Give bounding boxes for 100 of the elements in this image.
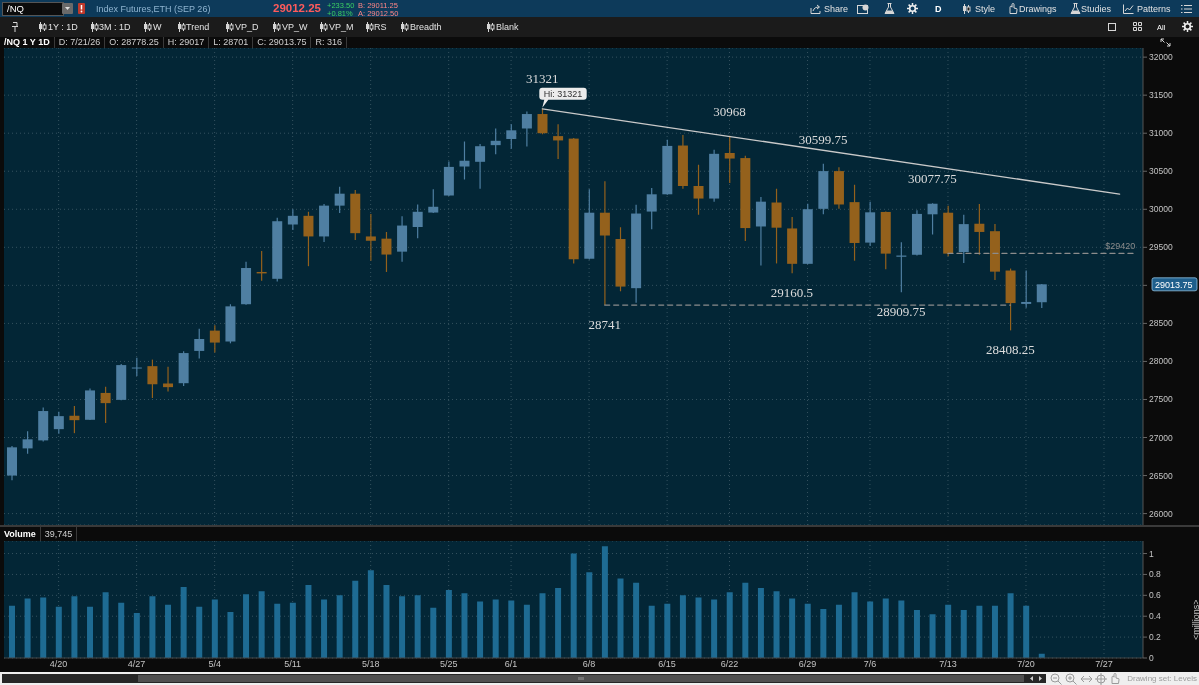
y-tick-label: 30500 [1149, 166, 1173, 177]
bar [102, 592, 109, 658]
candlestick [537, 108, 548, 135]
y-tick-label: 29500 [1149, 242, 1173, 253]
x-tick-label: 5/11 [284, 659, 302, 670]
bar [274, 603, 281, 658]
bar [430, 607, 437, 658]
y-axis-title: <millions> [1191, 599, 1199, 641]
bar [913, 609, 920, 658]
bar [648, 605, 655, 658]
bar [118, 602, 125, 658]
bar [243, 594, 250, 658]
bar [945, 604, 952, 658]
annotation: Hi: 31321 [543, 88, 583, 99]
text: Trend [186, 22, 210, 32]
text: 29013.75 [1155, 279, 1193, 290]
candlestick [381, 231, 392, 273]
x-tick-label: 4/20 [49, 659, 68, 670]
bar [180, 586, 187, 658]
y-tick-label: 28500 [1149, 318, 1173, 329]
y-tick-label: 1 [1149, 548, 1154, 559]
bar [523, 604, 530, 658]
bar [570, 553, 577, 658]
text: VP_D [235, 22, 259, 32]
bar [555, 588, 562, 658]
bar [336, 595, 343, 658]
bar [321, 599, 328, 658]
candlestick [147, 359, 158, 399]
candlestick [365, 213, 376, 262]
bar [664, 603, 671, 658]
bar [757, 588, 764, 658]
text: Blank [496, 22, 519, 32]
text: /NQ [7, 3, 24, 14]
x-tick-label: 6/8 [582, 659, 596, 670]
text: Studies [1081, 3, 1112, 14]
bar [492, 599, 499, 658]
bar [445, 590, 452, 658]
annotation: 28909.75 [876, 304, 926, 320]
bar [617, 578, 624, 658]
bar [1023, 605, 1030, 658]
bar [539, 593, 546, 658]
text: Index Futures,ETH (SEP 26) [96, 3, 211, 14]
y-tick-label: 0.8 [1149, 569, 1162, 580]
candlestick [131, 357, 142, 377]
text: RS [374, 22, 387, 32]
annotation: 30077.75 [907, 171, 957, 187]
annotation: 28741 [588, 317, 621, 333]
annotation: 30599.75 [798, 131, 848, 147]
text: Patterns [1137, 3, 1171, 14]
bar [742, 582, 749, 658]
bar [929, 614, 936, 658]
y-tick-label: 0.6 [1149, 590, 1162, 601]
bar [211, 599, 218, 658]
bar [477, 601, 484, 658]
bar [461, 593, 468, 658]
candlestick [693, 164, 704, 216]
bar [258, 591, 265, 658]
bar [71, 596, 78, 658]
x-tick-label: 4/27 [127, 659, 146, 670]
annotation: 29160.5 [770, 285, 814, 301]
x-tick-label: 7/20 [1017, 659, 1035, 670]
bar [960, 609, 967, 658]
x-tick-label: 7/27 [1095, 659, 1113, 670]
bar [601, 546, 608, 658]
bar [711, 599, 718, 658]
text: C: 29013.75 [257, 37, 307, 47]
bar [227, 612, 234, 658]
x-tick-label: 7/6 [863, 659, 877, 670]
annotation: 30968 [713, 103, 746, 119]
y-tick-label: 31000 [1149, 128, 1173, 139]
bar [898, 600, 905, 658]
bar [976, 605, 983, 658]
bar [835, 604, 842, 658]
y-tick-label: 27000 [1149, 432, 1173, 443]
bar [695, 597, 702, 658]
candlestick [69, 405, 80, 434]
text: Share [824, 3, 849, 14]
text: VP_M [329, 22, 354, 32]
y-tick-label: 31500 [1149, 90, 1173, 101]
bar [55, 606, 62, 658]
candlestick [506, 123, 517, 150]
bar [133, 613, 140, 658]
bar [882, 598, 889, 658]
text: W [153, 22, 162, 32]
candlestick [287, 208, 298, 231]
candlestick [1036, 283, 1047, 309]
bar [726, 592, 733, 658]
candlestick [1021, 269, 1032, 309]
candlestick [490, 127, 501, 155]
bar [1007, 593, 1014, 658]
candlestick [100, 386, 111, 424]
bar [399, 596, 406, 658]
bar [508, 600, 515, 658]
text: 39,745 [44, 529, 73, 539]
y-tick-label: 26500 [1149, 470, 1173, 481]
bar [991, 605, 998, 658]
text: 3M : 1D [99, 22, 131, 32]
y-tick-label: 32000 [1149, 52, 1173, 63]
x-tick-label: 5/4 [208, 659, 221, 670]
text: Drawings [1019, 3, 1057, 14]
